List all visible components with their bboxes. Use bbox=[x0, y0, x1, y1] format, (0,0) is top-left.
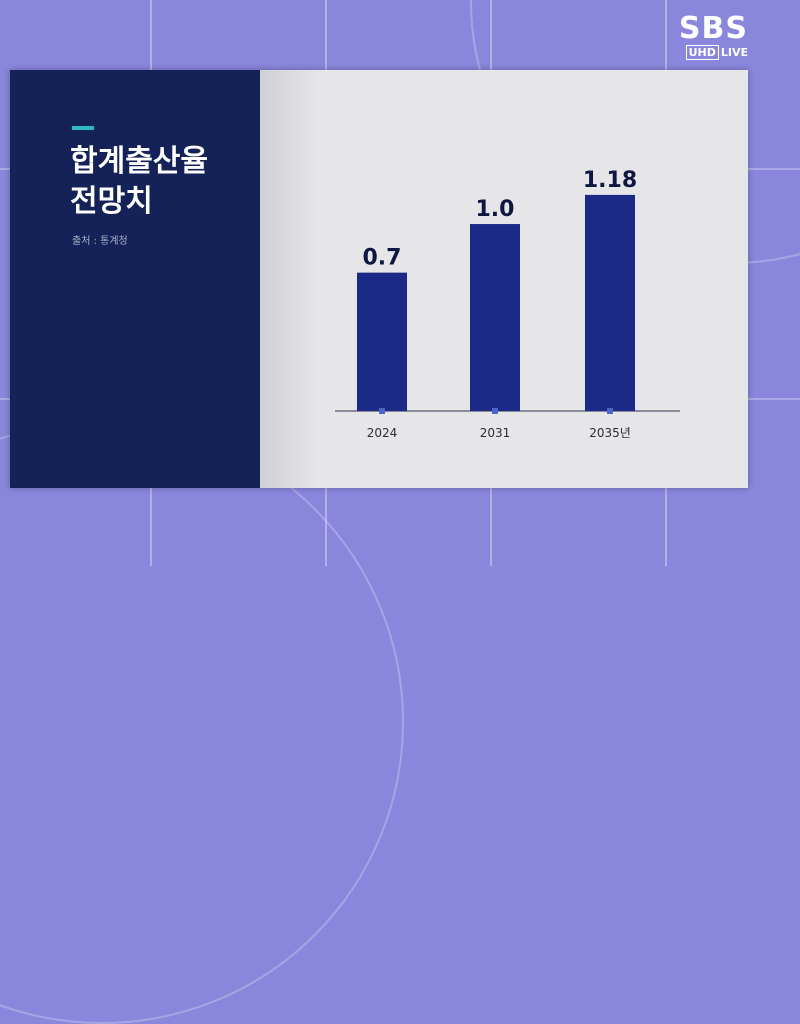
bar-chart: 0.7 2024 1.0 2031 1.18 2035년 bbox=[335, 168, 680, 440]
logo-brand: SBS bbox=[678, 11, 748, 46]
logo-live: LIVE bbox=[720, 46, 748, 59]
data-label-2: 1.18 bbox=[583, 168, 637, 193]
bar-2 bbox=[585, 194, 635, 411]
page-title: 합계출산율 전망치 bbox=[70, 144, 208, 219]
panel-edge-shadow bbox=[260, 70, 320, 488]
category-label-1: 2031 bbox=[480, 426, 511, 440]
bar-1 bbox=[470, 224, 520, 411]
category-label-2: 2035년 bbox=[589, 426, 631, 440]
logo-badge: UHD bbox=[685, 45, 719, 60]
source-caption: 출처 : 통계청 bbox=[72, 236, 128, 247]
tick-marker-1 bbox=[492, 408, 498, 414]
data-label-0: 0.7 bbox=[363, 246, 402, 271]
bar-0 bbox=[357, 272, 407, 411]
sbs-logo: SBS UHD LIVE bbox=[678, 11, 748, 60]
category-label-0: 2024 bbox=[367, 426, 398, 440]
logo-subline: UHD LIVE bbox=[679, 45, 748, 60]
data-label-1: 1.0 bbox=[476, 197, 515, 222]
title-panel: 합계출산율 전망치 출처 : 통계청 bbox=[10, 70, 260, 488]
accent-bar bbox=[72, 126, 94, 130]
tick-marker-0 bbox=[379, 408, 385, 414]
tick-marker-2 bbox=[607, 408, 613, 414]
